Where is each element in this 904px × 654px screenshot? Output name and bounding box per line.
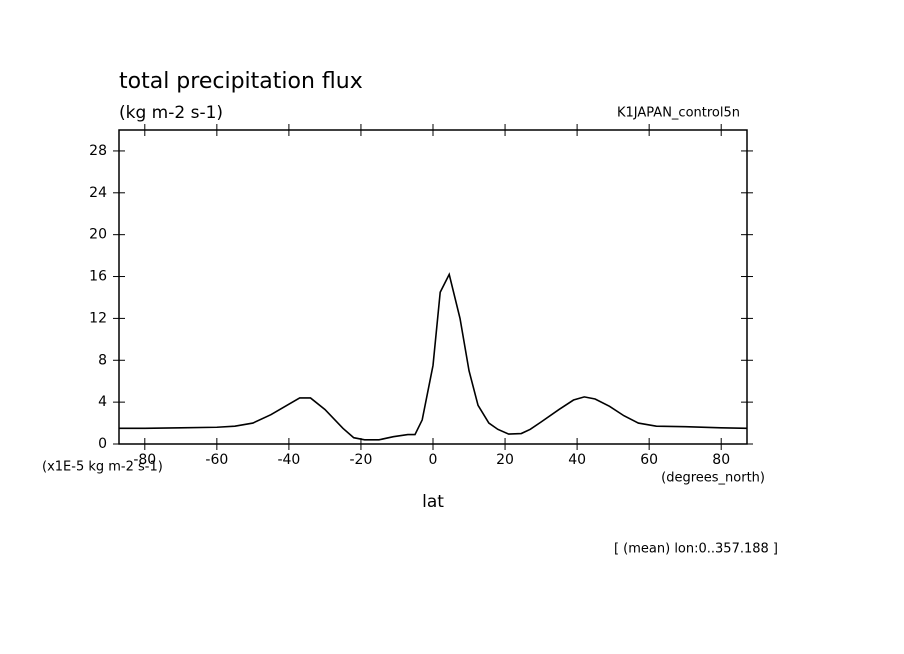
- x-tick-label: 40: [568, 452, 586, 468]
- y-tick-label: 4: [98, 394, 107, 410]
- x-tick-label: -20: [350, 452, 373, 468]
- x-tick-label: -80: [133, 452, 156, 468]
- y-tick-label: 8: [98, 352, 107, 368]
- x-tick-label: 0: [429, 452, 438, 468]
- y-tick-label: 0: [98, 436, 107, 452]
- x-tick-label: -60: [205, 452, 228, 468]
- x-axis-label: lat: [422, 492, 444, 512]
- x-tick-label: 80: [712, 452, 730, 468]
- y-tick-label: 20: [89, 227, 107, 243]
- dataset-label: K1JAPAN_control5n: [617, 106, 740, 121]
- x-tick-label: 60: [640, 452, 658, 468]
- y-tick-label: 24: [89, 185, 107, 201]
- annotation: [ (mean) lon:0..357.188 ]: [614, 542, 778, 557]
- x-tick-label: -40: [277, 452, 300, 468]
- x-unit-label: (degrees_north): [661, 471, 765, 486]
- y-tick-label: 12: [89, 310, 107, 326]
- y-tick-label: 16: [89, 269, 107, 285]
- data-line: [119, 272, 748, 441]
- chart-title: total precipitation flux: [119, 69, 363, 94]
- chart-subtitle: (kg m-2 s-1): [119, 103, 223, 123]
- x-tick-label: 20: [496, 452, 514, 468]
- y-unit-label: (x1E-5 kg m-2 s-1): [42, 460, 163, 475]
- y-tick-label: 28: [89, 143, 107, 159]
